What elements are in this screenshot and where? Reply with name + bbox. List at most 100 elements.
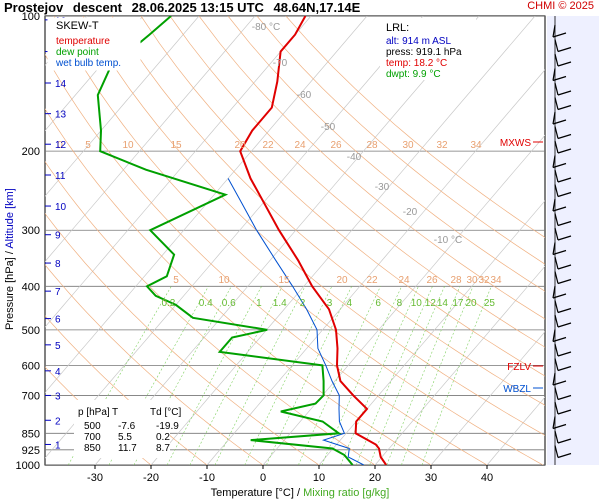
temp-tick-label: 30 [425, 472, 437, 484]
wind-barb [554, 126, 559, 139]
dry-adiabat-line [256, 16, 545, 265]
altitude-tick-label: 8 [55, 259, 61, 270]
isotherm-label: -30 [375, 182, 390, 193]
isotherm-line [374, 265, 545, 465]
dry-adiabat-line [45, 53, 488, 465]
wind-barb [552, 24, 556, 38]
mixing-ratio-line [266, 286, 352, 465]
dry-adiabat-label: 30 [466, 275, 478, 286]
wind-barb-flag [552, 206, 567, 212]
temp-tick-label: -20 [143, 472, 159, 484]
dry-adiabat-label: 24 [398, 275, 410, 286]
isotherm-label: -20 [403, 207, 418, 218]
dry-adiabat-label: 28 [366, 140, 378, 151]
isotherm-label: -80 °C [252, 22, 280, 33]
wind-barb-flag [552, 293, 567, 299]
pressure-tick-label: 925 [22, 445, 40, 457]
altitude-tick-label: 10 [55, 202, 67, 213]
wind-barb [554, 343, 559, 357]
mixing-ratio-line [133, 286, 232, 465]
dry-adiabat-label: 5 [85, 140, 91, 151]
lrl-box [380, 18, 476, 80]
wind-barb [554, 53, 559, 67]
pressure-tick-label: 200 [22, 146, 40, 158]
wind-barb [554, 271, 559, 284]
isotherm-line [45, 16, 424, 459]
pressure-tick-label: 700 [22, 390, 40, 402]
mixing-ratio-line [298, 286, 381, 465]
wind-barb [554, 314, 559, 328]
altitude-tick-label: 12 [55, 140, 67, 151]
altitude-tick-label: 9 [55, 231, 61, 242]
wind-barb [554, 401, 559, 415]
dry-adiabat-label: 15 [170, 140, 182, 151]
dry-adiabat-line [45, 264, 264, 465]
temp-tick-label: 40 [481, 472, 493, 484]
wind-barb-flag [557, 220, 572, 227]
dry-adiabat-label: 26 [330, 140, 342, 151]
wind-barb [554, 300, 559, 313]
wind-barb [554, 82, 559, 96]
wind-barb-flag [552, 119, 567, 125]
table-cell: 850 [84, 443, 101, 454]
dry-adiabat-label: 32 [478, 275, 490, 286]
altitude-tick-label: 5 [55, 341, 61, 352]
x-axis-title: Temperature [°C] / Mixing ratio [g/kg] [211, 487, 390, 499]
mixing-ratio-label: 20 [465, 298, 477, 309]
legend-item: temperature [56, 36, 110, 47]
mixing-ratio-label: 6 [375, 298, 381, 309]
wind-barb-flag [552, 336, 567, 343]
wind-barb-flag [552, 249, 567, 256]
wind-barb-flag [557, 322, 572, 328]
isotherm-line [45, 16, 200, 197]
dry-adiabat-line [111, 16, 545, 406]
dry-adiabat-label: 15 [278, 275, 290, 286]
mixing-ratio-label: 12 [425, 298, 437, 309]
wind-barb-flag [557, 394, 572, 401]
plot-background [44, 15, 546, 466]
isotherm-line [318, 200, 545, 465]
legend-item: dew point [56, 47, 99, 58]
wind-barb-flag [552, 423, 567, 430]
mixing-ratio-label: 0.2 [161, 298, 175, 309]
mixing-ratio-label: 1 [256, 298, 262, 309]
isotherm-line [45, 16, 256, 263]
pressure-tick-label: 1000 [16, 460, 40, 472]
wind-barb-flag [557, 133, 572, 140]
dry-adiabat-label: 20 [336, 275, 348, 286]
dry-adiabat-line [53, 16, 544, 465]
table-cell: 5.5 [118, 432, 132, 443]
legend-title: SKEW-T [56, 20, 99, 32]
isotherm-line [45, 16, 368, 394]
isotherm-line [430, 331, 545, 465]
legend-box [47, 17, 141, 71]
wind-barb-flag [557, 90, 572, 96]
wet-bulb-temp-line [227, 178, 365, 465]
lrl-row: alt: 914 m ASL [386, 36, 451, 47]
dry-adiabat-line [285, 16, 545, 238]
chart-header: Prostejov descent 28.06.2025 13:15 UTC 4… [4, 0, 366, 15]
wind-barb-flag [557, 452, 572, 459]
wind-barb-flag [557, 264, 572, 270]
wind-barb [554, 256, 559, 270]
wind-barb [554, 169, 559, 183]
altitude-tick-label: 13 [55, 110, 67, 121]
pressure-tick-label: 400 [22, 281, 40, 293]
mixing-ratio-line [421, 286, 492, 465]
wind-barb [552, 155, 556, 168]
mixing-ratio-label: 14 [437, 298, 449, 309]
isotherm-line [486, 396, 545, 465]
dry-adiabat-line [198, 16, 545, 320]
wind-barb [552, 68, 556, 81]
wind-barb-flag [557, 61, 572, 67]
altitude-tick-label: 3 [55, 391, 61, 402]
table-cell: 0.2 [156, 432, 170, 443]
station-name: Prostejov [4, 0, 64, 15]
dry-adiabat-label: 20 [234, 140, 246, 151]
table-cell: -7.6 [118, 421, 136, 432]
wind-barb [554, 445, 559, 458]
wind-barb-flag [557, 438, 572, 444]
altitude-tick-label: 7 [55, 287, 61, 298]
lrl-row: press: 919.1 hPa [386, 47, 462, 58]
wind-barb [552, 372, 556, 386]
